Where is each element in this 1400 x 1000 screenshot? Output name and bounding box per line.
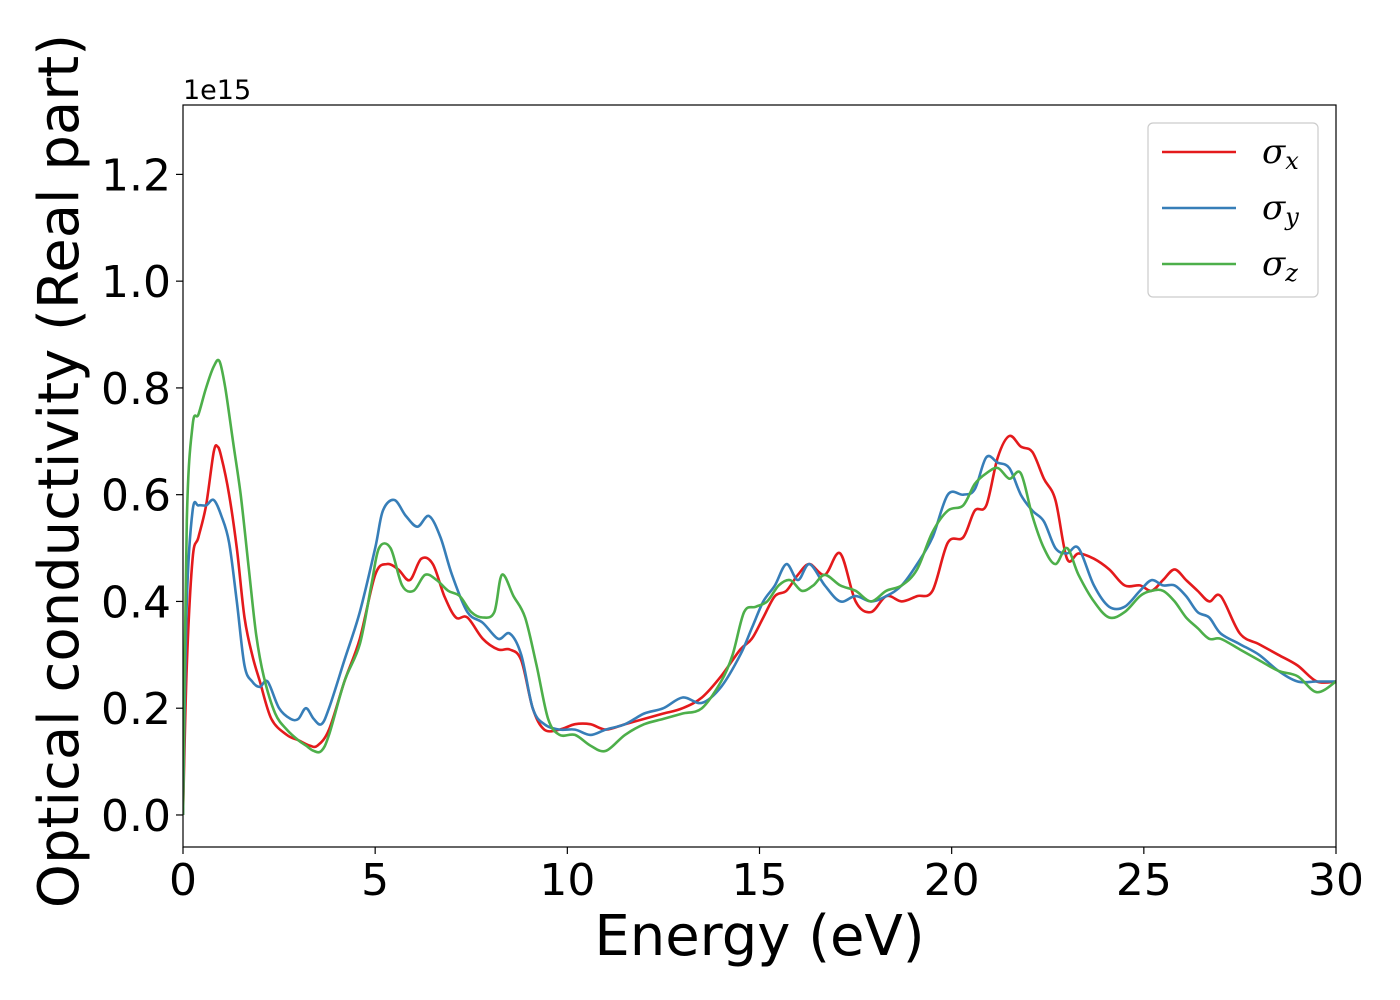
x-tick-label: 15: [732, 855, 788, 906]
y-axis-title: Optical conductivity (Real part): [27, 34, 92, 908]
y-tick-label: 0.0: [101, 791, 171, 842]
y-tick-label: 0.6: [101, 471, 171, 522]
legend-label-sigma-x: σx: [1262, 132, 1299, 175]
x-axis-ticks: 0 5 10 15 20 25 30: [169, 847, 1364, 906]
x-tick-label: 5: [361, 855, 389, 906]
x-tick-label: 25: [1116, 855, 1172, 906]
x-axis-title: Energy (eV): [594, 904, 924, 969]
legend-label-sigma-y: σy: [1262, 188, 1299, 231]
x-tick-label: 10: [539, 855, 595, 906]
series-layer: [183, 358, 1336, 816]
series-line-sigma-z: [183, 358, 1336, 816]
y-tick-label: 1.0: [101, 257, 171, 308]
y-tick-label: 1.2: [101, 150, 171, 201]
y-tick-label: 0.2: [101, 684, 171, 735]
x-tick-label: 20: [924, 855, 980, 906]
legend-frame: [1147, 122, 1319, 298]
y-tick-label: 0.8: [101, 364, 171, 415]
y-axis-ticks: 0.0 0.2 0.4 0.6 0.8 1.0 1.2: [101, 150, 183, 842]
legend-label-sigma-z: σz: [1262, 244, 1298, 287]
y-offset-label: 1e15: [183, 75, 251, 106]
x-tick-label: 0: [169, 855, 197, 906]
x-tick-label: 30: [1308, 855, 1364, 906]
legend: σx σy σz: [1147, 122, 1319, 298]
y-tick-label: 0.4: [101, 577, 171, 628]
series-line-sigma-x: [183, 434, 1336, 816]
series-line-sigma-y: [183, 454, 1336, 816]
